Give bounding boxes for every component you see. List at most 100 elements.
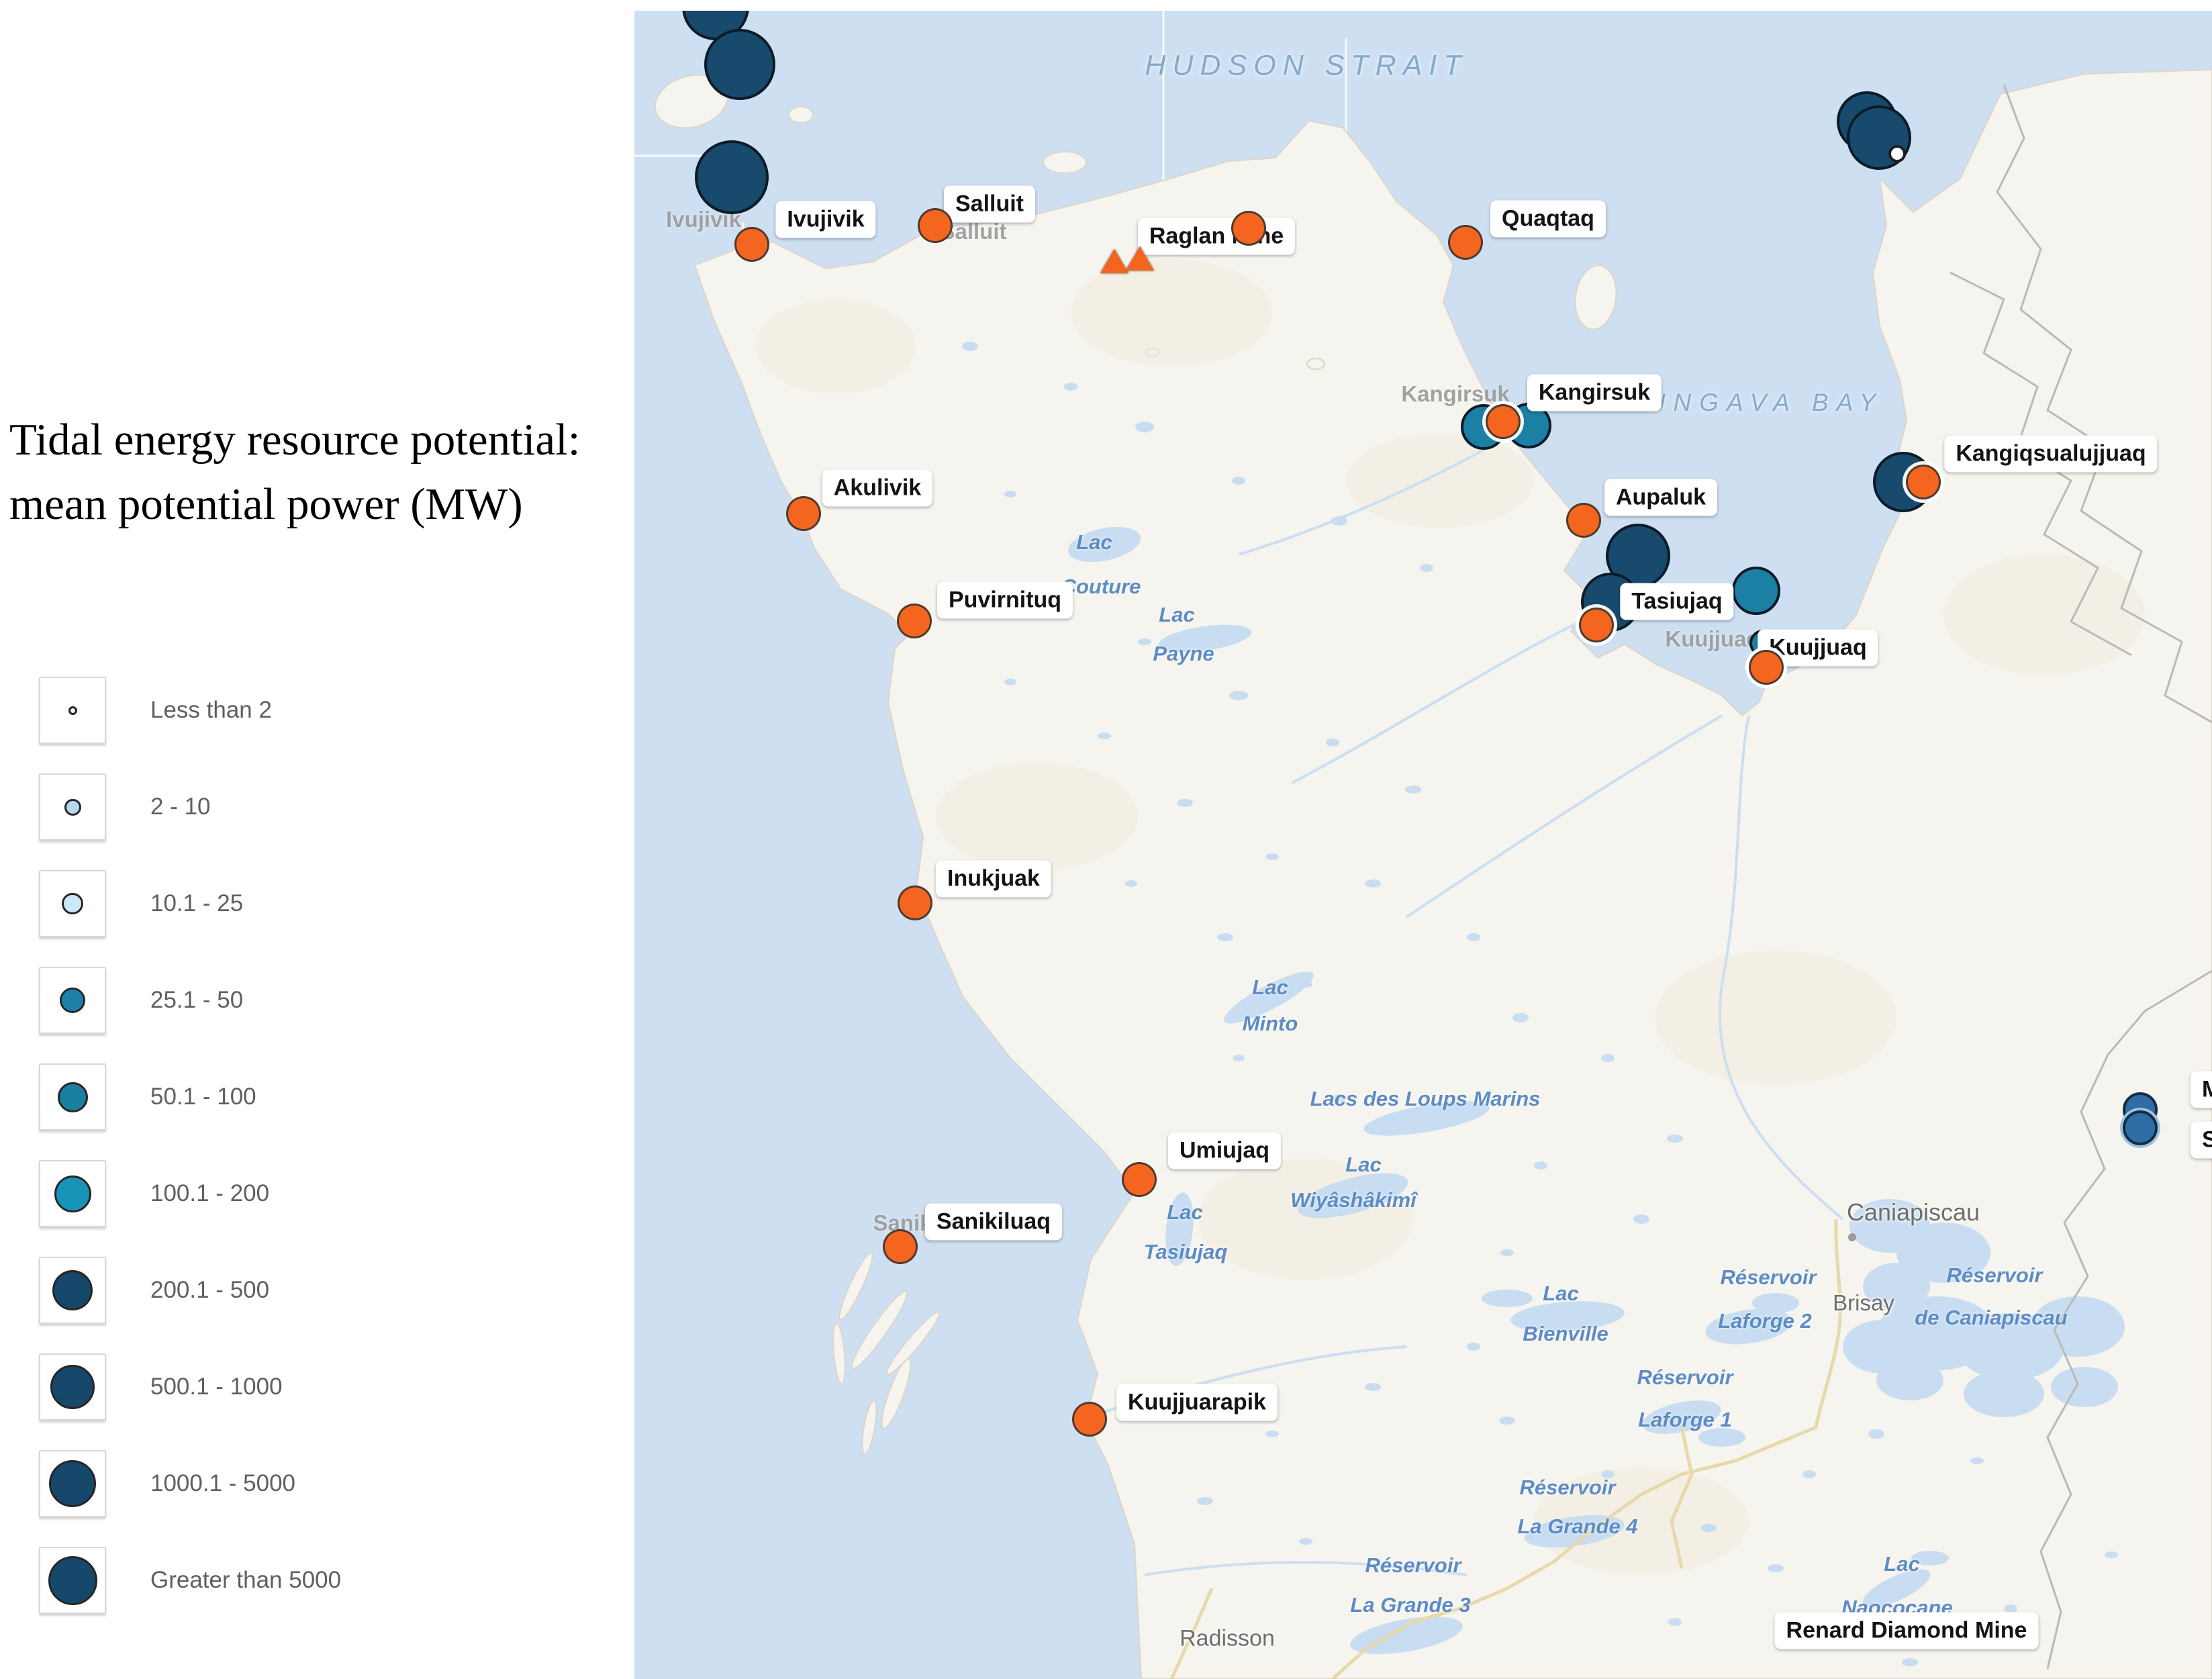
lake-label: Réservoir bbox=[1637, 1365, 1733, 1389]
place-label[interactable]: Quaqtaq bbox=[1490, 200, 1606, 238]
place-label[interactable]: Raglan Mine bbox=[1137, 218, 1296, 255]
lake-label: Minto bbox=[1242, 1012, 1298, 1035]
tidal-potential-circle[interactable] bbox=[1732, 567, 1780, 615]
place-label[interactable]: Salluit bbox=[943, 185, 1036, 223]
legend-item-1: 2 - 10 bbox=[39, 773, 341, 841]
lake-label: Laforge 2 bbox=[1718, 1309, 1812, 1333]
town-label: Brisay bbox=[1833, 1290, 1894, 1315]
community-dot[interactable] bbox=[1231, 211, 1266, 246]
place-label[interactable]: Kuujjuarapik bbox=[1116, 1384, 1278, 1421]
place-label[interactable]: Umiujaq bbox=[1167, 1132, 1282, 1169]
mine-triangle[interactable] bbox=[1126, 246, 1154, 271]
place-label[interactable]: Renard Diamond Mine bbox=[1774, 1612, 2039, 1649]
legend-circle-icon bbox=[68, 706, 77, 715]
place-label[interactable]: Kangiqsualujjuaq bbox=[1944, 435, 2158, 473]
basemap bbox=[634, 11, 2212, 1679]
community-dot[interactable] bbox=[1906, 465, 1941, 499]
place-label[interactable]: Sch bbox=[2191, 1121, 2212, 1159]
sea-label: HUDSON STRAIT bbox=[1145, 49, 1468, 82]
community-dot[interactable] bbox=[1486, 404, 1521, 439]
mine-triangle[interactable] bbox=[1100, 249, 1128, 273]
place-label[interactable]: Inukjuak bbox=[936, 860, 1051, 898]
legend-item-label: 100.1 - 200 bbox=[150, 1180, 270, 1206]
community-dot[interactable] bbox=[1122, 1162, 1157, 1197]
place-label[interactable]: Aupaluk bbox=[1604, 479, 1718, 516]
legend-circle-icon bbox=[50, 1365, 95, 1409]
lake-label: Lac bbox=[1252, 975, 1288, 999]
tidal-potential-circle[interactable] bbox=[2123, 1110, 2158, 1145]
tidal-potential-circle[interactable] bbox=[695, 140, 769, 214]
legend-circle-icon bbox=[52, 1270, 93, 1310]
lake-label: Couture bbox=[1061, 575, 1141, 598]
legend-swatch-box bbox=[39, 870, 106, 937]
legend-item-4: 50.1 - 100 bbox=[39, 1063, 341, 1131]
legend-swatch-box bbox=[39, 1450, 106, 1517]
legend-item-label: 1000.1 - 5000 bbox=[150, 1470, 296, 1496]
tidal-potential-circle[interactable] bbox=[1888, 145, 1906, 162]
legend-item-label: Greater than 5000 bbox=[150, 1567, 342, 1593]
legend-item-8: 1000.1 - 5000 bbox=[39, 1450, 341, 1517]
place-label[interactable]: Sanikiluaq bbox=[924, 1203, 1063, 1241]
lake-label: Bienville bbox=[1523, 1322, 1608, 1345]
community-dot[interactable] bbox=[897, 604, 932, 638]
legend-circle-icon bbox=[48, 1555, 97, 1605]
lake-label: Réservoir bbox=[1519, 1476, 1616, 1499]
tidal-potential-circle[interactable] bbox=[704, 29, 775, 100]
legend-panel: Tidal energy resource potential: mean po… bbox=[0, 0, 634, 1679]
lake-label: Tasiujaq bbox=[1143, 1240, 1228, 1263]
lake-label: Lac bbox=[1159, 603, 1195, 626]
place-label[interactable]: Puvirnituq bbox=[936, 581, 1073, 619]
lake-label: de Caniapiscau bbox=[1915, 1306, 2068, 1329]
lake-label: Lac bbox=[1167, 1200, 1203, 1224]
legend-item-7: 500.1 - 1000 bbox=[39, 1353, 341, 1421]
lake-label: Réservoir bbox=[1365, 1553, 1461, 1577]
lake-label: Payne bbox=[1153, 642, 1214, 665]
brisay-town-dot bbox=[1848, 1233, 1856, 1241]
lake-label: Réservoir bbox=[1720, 1265, 1817, 1289]
legend-swatch-box bbox=[39, 967, 106, 1034]
legend-circle-icon bbox=[62, 893, 83, 914]
place-label[interactable]: Ma bbox=[2191, 1071, 2212, 1108]
community-dot[interactable] bbox=[918, 208, 953, 243]
lake-label: Wiyâshâkimî bbox=[1290, 1188, 1416, 1212]
sea-label: UNGAVA BAY bbox=[1647, 389, 1884, 416]
lake-label: La Grande 3 bbox=[1350, 1593, 1471, 1617]
place-label[interactable]: Akulivik bbox=[822, 469, 933, 507]
legend-item-5: 100.1 - 200 bbox=[39, 1160, 341, 1227]
community-dot[interactable] bbox=[1448, 225, 1483, 260]
community-dot[interactable] bbox=[883, 1229, 918, 1264]
town-label: Radisson bbox=[1180, 1625, 1275, 1651]
islands bbox=[654, 74, 1617, 1455]
legend-item-0: Less than 2 bbox=[39, 677, 341, 744]
legend-title: Tidal energy resource potential: mean po… bbox=[9, 415, 581, 529]
community-dot[interactable] bbox=[734, 227, 769, 262]
map-canvas[interactable]: HUDSON STRAIT UNGAVA BAY Lac Couture Lac Payn… bbox=[634, 11, 2212, 1679]
place-label[interactable]: Tasiujaq bbox=[1620, 583, 1734, 620]
akpatok-island bbox=[1574, 265, 1617, 330]
place-label[interactable]: Kangirsuk bbox=[1527, 374, 1662, 412]
legend-item-3: 25.1 - 50 bbox=[39, 967, 341, 1034]
legend-circle-icon bbox=[64, 798, 81, 816]
community-dot[interactable] bbox=[1579, 608, 1614, 642]
community-dot[interactable] bbox=[1072, 1402, 1107, 1437]
basemap-ghost-label: Kuujjuaq bbox=[1665, 626, 1760, 651]
legend-swatch-box bbox=[39, 1547, 106, 1614]
legend-swatch-box bbox=[39, 773, 106, 841]
lake-label: Lacs des Loups Marins bbox=[1310, 1087, 1541, 1110]
legend-swatch-box bbox=[39, 1257, 106, 1324]
legend-circle-icon bbox=[54, 1175, 91, 1212]
terrain-shading bbox=[755, 259, 2145, 1575]
legend-item-label: 200.1 - 500 bbox=[150, 1277, 270, 1303]
legend-item-label: 25.1 - 50 bbox=[150, 987, 244, 1013]
legend-swatch-box bbox=[39, 1063, 106, 1131]
community-dot[interactable] bbox=[1566, 503, 1601, 538]
lake-label: La Grande 4 bbox=[1517, 1515, 1638, 1538]
lake-label: Lac bbox=[1543, 1282, 1579, 1305]
community-dot[interactable] bbox=[898, 885, 932, 920]
community-dot[interactable] bbox=[1749, 650, 1784, 685]
lakes bbox=[962, 342, 2125, 1666]
legend-item-label: 10.1 - 25 bbox=[150, 890, 244, 916]
place-label[interactable]: Ivujivik bbox=[775, 201, 876, 238]
community-dot[interactable] bbox=[786, 496, 821, 531]
